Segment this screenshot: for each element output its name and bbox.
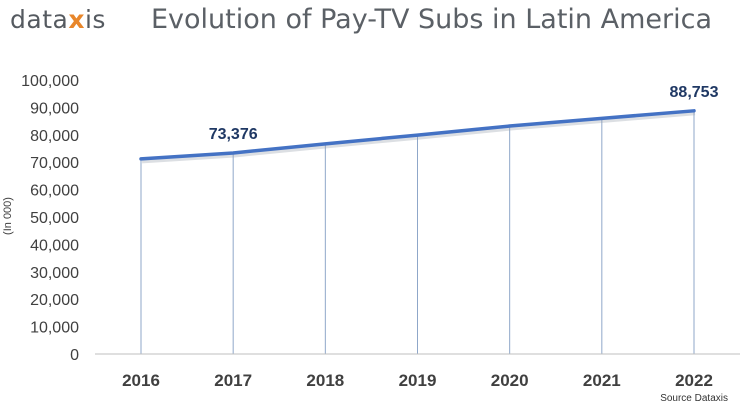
y-tick-label: 70,000 — [30, 155, 79, 172]
y-tick-label: 0 — [70, 347, 79, 364]
dataxis-logo: dataxis — [10, 2, 106, 38]
x-tick-label: 2020 — [491, 371, 529, 390]
x-tick-label: 2022 — [675, 371, 713, 390]
series-line-group — [139, 109, 696, 164]
data-label: 88,753 — [670, 84, 719, 101]
logo-x-mark-icon: x — [68, 5, 85, 34]
y-tick-label: 80,000 — [30, 128, 79, 145]
chart-title: Evolution of Pay-TV Subs in Latin Americ… — [151, 4, 712, 35]
y-tick-label: 10,000 — [30, 320, 79, 337]
y-axis-ticks: 0 10,000 20,000 30,000 40,000 50,000 60,000 70,… — [21, 73, 79, 364]
drop-lines — [140, 110, 695, 354]
y-tick-label: 100,000 — [21, 73, 79, 90]
y-axis-label: (In 000) — [2, 197, 14, 235]
data-labels: 73,376 88,753 — [209, 84, 719, 143]
x-tick-label: 2018 — [306, 371, 344, 390]
x-tick-label: 2019 — [399, 371, 437, 390]
data-label: 73,376 — [209, 126, 258, 143]
series-line-shadow — [141, 110, 696, 164]
logo-text: dataxis — [10, 5, 106, 34]
series-line — [139, 109, 696, 161]
y-tick-label: 40,000 — [30, 237, 79, 254]
y-tick-label: 90,000 — [30, 100, 79, 117]
x-tick-label: 2017 — [214, 371, 252, 390]
x-axis-ticks: 2016 2017 2018 2019 2020 2021 2022 — [122, 371, 713, 390]
y-tick-label: 30,000 — [30, 265, 79, 282]
y-tick-label: 20,000 — [30, 292, 79, 309]
x-tick-label: 2016 — [122, 371, 160, 390]
y-tick-label: 60,000 — [30, 183, 79, 200]
x-tick-label: 2021 — [583, 371, 621, 390]
y-tick-label: 50,000 — [30, 210, 79, 227]
source-note: Source Dataxis — [660, 393, 728, 404]
